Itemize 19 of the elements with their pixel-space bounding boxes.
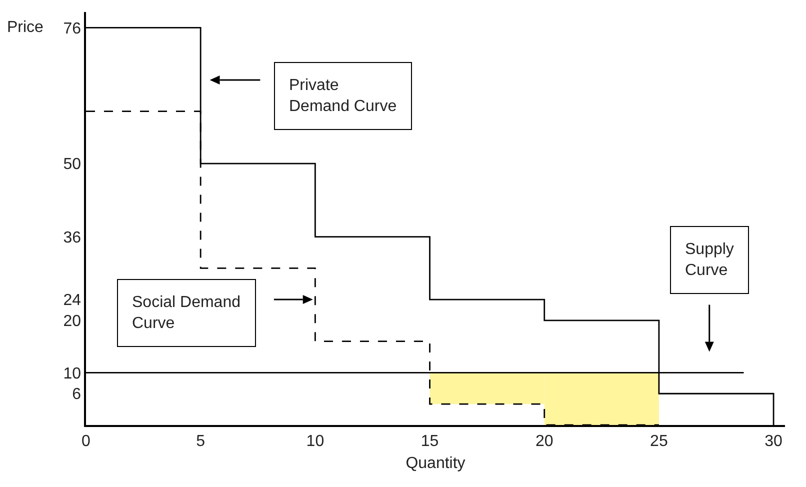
x-tick-label: 15 bbox=[420, 432, 439, 450]
x-tick-label: 30 bbox=[764, 432, 783, 450]
y-axis-title: Price bbox=[7, 19, 44, 36]
y-tick-label: 36 bbox=[63, 229, 82, 246]
annotation: Private Demand Curve bbox=[289, 77, 397, 115]
y-tick-label: 10 bbox=[63, 365, 82, 382]
annotation: Supply Curve bbox=[685, 241, 734, 279]
x-tick-label: 20 bbox=[535, 432, 554, 450]
annotation: Social Demand Curve bbox=[132, 294, 240, 332]
y-tick-label: 50 bbox=[63, 156, 82, 174]
y-tick-label: 76 bbox=[63, 20, 82, 38]
x-tick-label: 10 bbox=[306, 432, 324, 450]
y-tick-label: 20 bbox=[63, 313, 82, 330]
x-axis-title: Quantity bbox=[406, 455, 466, 472]
x-tick-label: 5 bbox=[196, 432, 206, 450]
x-tick-label: 25 bbox=[650, 432, 668, 450]
y-tick-label: 6 bbox=[72, 386, 82, 404]
x-tick-label: 0 bbox=[82, 432, 91, 450]
y-tick-label: 24 bbox=[63, 292, 82, 310]
